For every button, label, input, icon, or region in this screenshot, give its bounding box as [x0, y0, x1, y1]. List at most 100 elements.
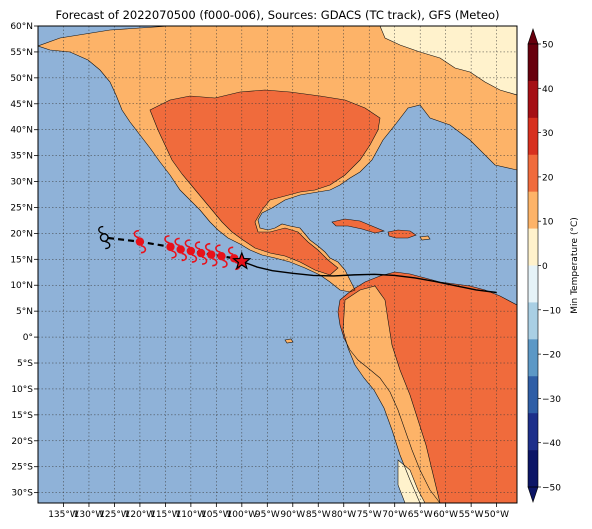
- lat-tick-label: 35°N: [10, 152, 33, 162]
- lon-tick-label: 100°W: [227, 510, 258, 520]
- andes-mild-zone-coastline: [342, 285, 441, 503]
- lon-tick-label: 65°W: [408, 510, 433, 520]
- lat-tick-label: 5°N: [16, 307, 33, 317]
- lon-tick-label: 55°W: [459, 510, 484, 520]
- colorbar-tick-label: 30: [542, 129, 554, 139]
- colorbar-segment: [528, 191, 538, 229]
- north-america-warm: [150, 90, 380, 275]
- colorbar-segment: [528, 413, 538, 451]
- lon-tick-label: 120°W: [125, 510, 156, 520]
- colorbar-segment: [528, 228, 538, 266]
- current-position-star-icon: [232, 251, 252, 270]
- lon-tick-label: 105°W: [201, 510, 232, 520]
- hispaniola-island: [388, 230, 416, 238]
- map-frame: [37, 25, 518, 504]
- colorbar-tick-label: 10: [542, 218, 554, 228]
- lat-tick-label: 30°S: [11, 489, 33, 499]
- storm-track: [98, 225, 497, 294]
- lat-tick-label: 60°N: [10, 22, 33, 32]
- lon-tick-label: 85°W: [306, 510, 331, 520]
- lat-tick-label: 45°N: [10, 100, 33, 110]
- lat-tick-label: 15°N: [10, 255, 33, 265]
- lon-tick-label: 80°W: [331, 510, 356, 520]
- lat-tick-label: 55°N: [10, 48, 33, 58]
- cyclone-forecast-icon: [174, 237, 187, 262]
- andes-mild-zone: [343, 286, 440, 503]
- patagonia-cool-zone: [398, 460, 425, 503]
- colorbar-segment: [528, 376, 538, 414]
- past-track-line: [241, 260, 497, 294]
- cuba-island-coastline: [331, 218, 385, 234]
- colorbar-segment: [528, 265, 538, 303]
- colorbar-label: Min Temperature (°C): [570, 217, 580, 314]
- lat-tick-label: 0°: [23, 333, 33, 343]
- lon-tick-label: 130°W: [74, 510, 105, 520]
- cyclone-forecast-icon: [164, 235, 177, 259]
- colorbar-segment: [528, 154, 538, 192]
- hispaniola-island-coastline: [387, 229, 417, 239]
- lon-tick-label: 70°W: [382, 510, 407, 520]
- land-layer: [38, 26, 517, 503]
- lon-tick-label: 95°W: [255, 510, 280, 520]
- north-america-warm-coastline: [149, 89, 381, 276]
- lon-tick-label: 60°W: [433, 510, 458, 520]
- cyclone-forecast-icon: [204, 242, 218, 267]
- colorbar-segment: [528, 80, 538, 119]
- lat-tick-label: 50°N: [10, 74, 33, 84]
- patagonia-cool-zone-coastline: [397, 459, 426, 503]
- lat-tick-label: 20°N: [10, 229, 33, 239]
- cyclone-forecast-icon: [133, 229, 147, 254]
- lon-tick-label: 50°W: [484, 510, 509, 520]
- lon-tick-label: 110°W: [176, 510, 207, 520]
- cyclone-forecast-icon: [215, 244, 228, 269]
- cyclone-forecast-icon: [184, 239, 198, 263]
- colorbar-tick-label: −40: [542, 439, 561, 449]
- colorbar: 50 40 30 20 10 0 −10 −20 −30 −40 −50 Min Temperatur…: [527, 28, 580, 503]
- lon-tick-label: 115°W: [150, 510, 181, 520]
- lat-tick-label: 10°N: [10, 281, 33, 291]
- lon-tick-label: 135°W: [48, 510, 79, 520]
- lat-tick-label: 25°S: [11, 463, 33, 473]
- colorbar-tick-label: −30: [542, 395, 561, 405]
- lon-tick-label: 75°W: [357, 510, 382, 520]
- longitude-axis: 135°W130°W125°W120°W115°W110°W105°W100°W…: [48, 503, 509, 520]
- lat-tick-label: 20°S: [11, 437, 33, 447]
- colorbar-tick-label: −10: [542, 306, 561, 316]
- cyclone-forecast-icon: [194, 241, 208, 265]
- colorbar-tick-label: 0: [542, 262, 548, 272]
- colorbar-tick-label: 20: [542, 173, 554, 183]
- cyclone-outlook-icon: [98, 225, 111, 250]
- colorbar-max-arrow: [527, 28, 539, 45]
- colorbar-tick-label: −20: [542, 351, 561, 361]
- lat-tick-label: 30°N: [10, 178, 33, 188]
- puerto-rico-island-coastline: [419, 235, 431, 241]
- lat-tick-label: 5°S: [17, 359, 33, 369]
- colorbar-segment: [528, 339, 538, 377]
- forecast-track-line: [104, 236, 243, 263]
- south-america-land-coastline: [337, 271, 517, 503]
- puerto-rico-island: [420, 236, 430, 240]
- north-america-land-coastline: [38, 26, 517, 293]
- galapagos-island-coastline: [284, 338, 294, 344]
- colorbar-min-arrow: [527, 486, 539, 503]
- canada-cool-zone-coastline: [379, 26, 517, 96]
- lat-tick-label: 15°S: [11, 411, 33, 421]
- colorbar-segment: [528, 302, 538, 340]
- colorbar-tick-label: 40: [542, 85, 554, 95]
- colorbar-segment: [528, 117, 538, 156]
- cuba-island: [332, 219, 384, 233]
- colorbar-tick-label: −50: [542, 484, 561, 494]
- lon-tick-label: 125°W: [99, 510, 130, 520]
- latitude-axis: 60°N 55°N 50°N 45°N 40°N 35°N 30°N 25°N 20°N 15°N…: [10, 22, 38, 499]
- colorbar-tick-label: 50: [542, 41, 554, 51]
- lat-tick-label: 25°N: [10, 203, 33, 213]
- map-title: Forecast of 2022070500 (f000-006), Sourc…: [55, 8, 500, 22]
- lon-tick-label: 90°W: [280, 510, 305, 520]
- lat-tick-label: 10°S: [11, 385, 33, 395]
- lat-tick-label: 40°N: [10, 126, 33, 136]
- galapagos-island: [285, 339, 293, 343]
- coastlines: [38, 26, 517, 503]
- colorbar-segment: [528, 44, 538, 82]
- colorbar-segment: [528, 450, 538, 488]
